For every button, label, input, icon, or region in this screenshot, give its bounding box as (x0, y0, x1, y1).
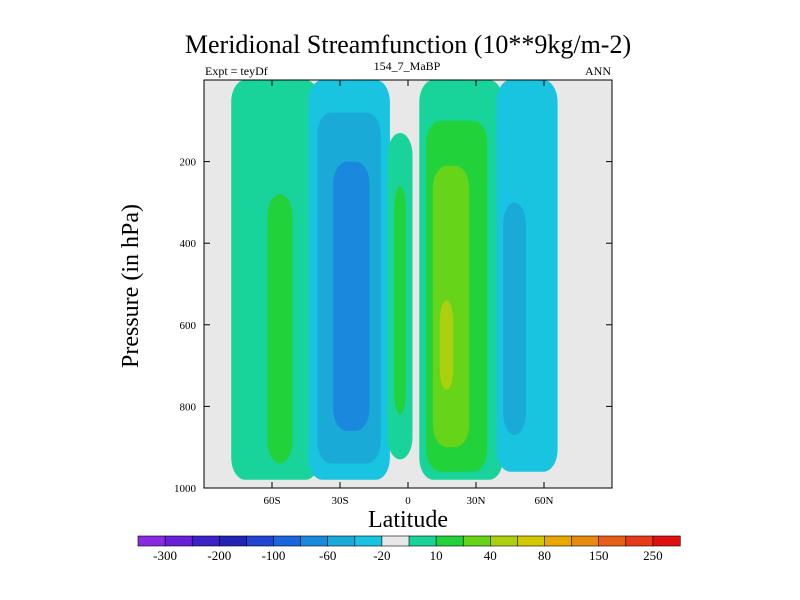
experiment-label: Expt = teyDf (205, 64, 268, 78)
contour-sh-ferrel-core (333, 161, 370, 431)
x-tick-label: 30N (467, 495, 486, 507)
colorbar: -300 -200 -100 -60 -20 10 40 80 150 250 (137, 535, 681, 563)
colorbar-swatch (652, 535, 681, 547)
colorbar-label: -300 (153, 548, 177, 563)
colorbar-swatch (300, 535, 329, 547)
contour-fill-group (231, 80, 558, 480)
x-tick-label: 60S (263, 495, 280, 507)
colorbar-swatch (408, 535, 437, 547)
colorbar-swatch (354, 535, 383, 547)
colorbar-swatch (137, 535, 166, 547)
colorbar-swatch (517, 535, 546, 547)
x-axis-title: Latitude (368, 507, 448, 533)
x-tick-label: 30S (331, 495, 348, 507)
season-label: ANN (585, 64, 611, 78)
y-tick-label: 400 (180, 238, 197, 250)
colorbar-swatch (164, 535, 193, 547)
colorbar-swatch (219, 535, 248, 547)
x-axis-ticks: 60S 30S 0 30N 60N (263, 80, 554, 507)
y-tick-label: 200 (180, 157, 197, 169)
chart-title: Meridional Streamfunction (10**9kg/m-2) (185, 30, 631, 59)
colorbar-label: 250 (643, 548, 663, 563)
y-axis-title: Pressure (in hPa) (118, 204, 144, 368)
y-axis-ticks: 200 400 600 800 1000 (174, 157, 612, 495)
colorbar-label: 150 (589, 548, 609, 563)
colorbar-label: 80 (538, 548, 551, 563)
period-label: 154_7_MaBP (374, 59, 441, 73)
y-tick-label: 600 (180, 320, 197, 332)
colorbar-label: -200 (207, 548, 231, 563)
x-tick-label: 0 (405, 495, 411, 507)
contour-nh-ferrel-core (503, 202, 526, 435)
colorbar-swatch (625, 535, 654, 547)
colorbar-swatch (273, 535, 302, 547)
colorbar-swatch (435, 535, 464, 547)
colorbar-label: 40 (484, 548, 497, 563)
contour-hadley-inner (439, 300, 454, 391)
y-tick-label: 800 (180, 401, 197, 413)
contour-sh-outer-core (267, 194, 293, 464)
colorbar-swatch (191, 535, 220, 547)
colorbar-label: 10 (430, 548, 443, 563)
colorbar-swatch (598, 535, 627, 547)
contour-equatorial-core (394, 186, 406, 415)
colorbar-swatch (381, 535, 410, 547)
y-tick-label: 1000 (174, 483, 197, 495)
colorbar-label: -100 (262, 548, 286, 563)
colorbar-swatch (246, 535, 275, 547)
colorbar-swatch (544, 535, 573, 547)
colorbar-label: -20 (373, 548, 390, 563)
colorbar-swatch (571, 535, 600, 547)
colorbar-swatch (327, 535, 356, 547)
colorbar-swatch (462, 535, 491, 547)
colorbar-swatch (489, 535, 518, 547)
colorbar-label: -60 (319, 548, 336, 563)
x-tick-label: 60N (535, 495, 554, 507)
plot-area: 60S 30S 0 30N 60N 200 400 600 800 1000 (174, 79, 613, 507)
